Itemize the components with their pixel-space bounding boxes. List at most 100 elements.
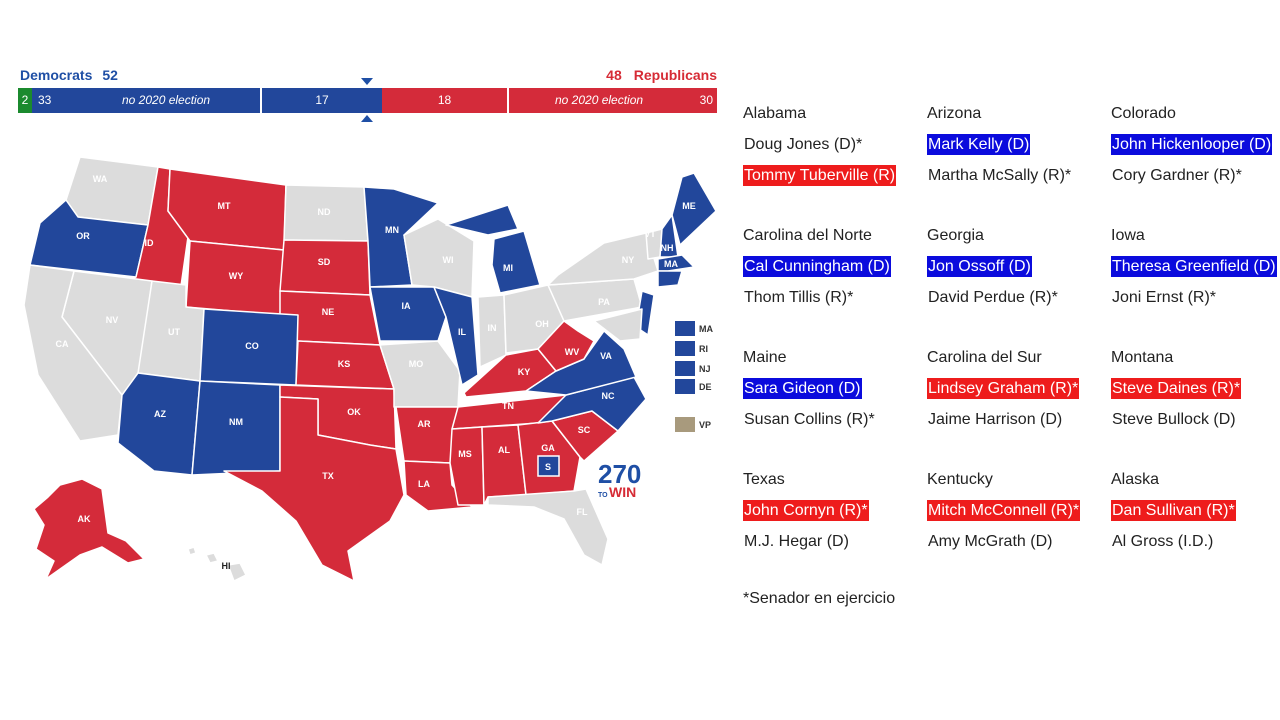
candidate-name: Doug Jones (D)*	[744, 136, 863, 153]
state-label-ca: CA	[56, 339, 69, 349]
state-nc[interactable]	[537, 376, 647, 432]
state-hi[interactable]	[187, 546, 247, 582]
race-candidate-1: Dan Sullivan (R)*	[1111, 497, 1280, 528]
race-alabama: Alabama Doug Jones (D)* Tommy Tuberville (…	[743, 100, 923, 193]
incumbent-footnote: *Senador en ejercicio	[743, 590, 896, 607]
state-label-wv: WV	[565, 347, 580, 357]
state-il[interactable]	[433, 286, 479, 386]
state-label-al: AL	[498, 445, 510, 455]
race-carolina-del-sur: Carolina del Sur Lindsey Graham (R)* Jaime…	[927, 344, 1107, 437]
race-candidate-2: Thom Tillis (R)*	[743, 284, 923, 315]
race-carolina-del-norte: Carolina del Norte Cal Cunningham (D) Thom…	[743, 222, 923, 315]
state-label-ms: MS	[458, 449, 472, 459]
race-state-name: Iowa	[1111, 227, 1145, 244]
candidate-name: Mitch McConnell (R)*	[927, 500, 1081, 521]
state-az[interactable]	[117, 372, 201, 476]
state-label-s: S	[545, 462, 551, 472]
state-label-ar: AR	[418, 419, 431, 429]
state-ak[interactable]	[33, 478, 145, 580]
race-candidate-1: Jon Ossoff (D)	[927, 253, 1107, 284]
state-wi[interactable]	[403, 218, 475, 298]
race-state-name: Carolina del Norte	[743, 227, 872, 244]
state-label-ks: KS	[338, 359, 351, 369]
state-label-sd: SD	[318, 257, 331, 267]
race-state-name: Kentucky	[927, 471, 993, 488]
race-candidate-2: Amy McGrath (D)	[927, 528, 1107, 559]
state-label-sc: SC	[578, 425, 591, 435]
state-nm[interactable]	[191, 380, 281, 476]
state-label-il: IL	[458, 327, 467, 337]
race-candidate-2: Jaime Harrison (D)	[927, 406, 1107, 437]
state-fl[interactable]	[487, 488, 609, 566]
ga-special-election-marker[interactable]	[537, 455, 560, 477]
race-state-name: Arizona	[927, 105, 982, 122]
race-state-name: Montana	[1111, 349, 1174, 366]
race-candidate-1: Sara Gideon (D)	[743, 375, 923, 406]
candidate-name: Martha McSally (R)*	[928, 167, 1072, 184]
legend-nj: NJ	[699, 364, 711, 374]
state-ny[interactable]	[547, 232, 659, 286]
candidate-name: Jon Ossoff (D)	[927, 256, 1032, 277]
race-state-name: Colorado	[1111, 105, 1176, 122]
state-label-fl: FL	[577, 507, 588, 517]
state-ct-ri[interactable]	[657, 270, 683, 288]
state-label-nc: NC	[602, 391, 615, 401]
small-states-legend: MA RI NJ DE VP	[675, 321, 713, 432]
state-label-mn: MN	[385, 225, 399, 235]
independent-count: 2	[21, 93, 29, 107]
race-state-name: Alaska	[1111, 471, 1160, 488]
candidate-name: Cal Cunningham (D)	[743, 256, 891, 277]
race-candidate-1: Mitch McConnell (R)*	[927, 497, 1107, 528]
bar-segment-independent: 2	[18, 88, 32, 113]
legend-vp: VP	[699, 420, 711, 430]
race-state-name: Carolina del Sur	[927, 349, 1042, 366]
democrats-header: Democrats 52	[20, 67, 118, 83]
state-label-tn: TN	[502, 401, 514, 411]
race-candidate-1: John Cornyn (R)*	[743, 497, 923, 528]
state-label-mo: MO	[409, 359, 424, 369]
legend-ri: RI	[699, 344, 708, 354]
state-label-tx: TX	[322, 471, 334, 481]
race-colorado: Colorado John Hickenlooper (D) Cory Gardne…	[1111, 100, 1280, 193]
state-label-id: ID	[145, 238, 155, 248]
dem-no-election-count: 33	[38, 93, 52, 107]
race-candidate-2: Joni Ernst (R)*	[1111, 284, 1280, 315]
rep-no-election-text: no 2020 election	[555, 93, 644, 107]
legend-de: DE	[699, 382, 712, 392]
state-label-vt: VT	[644, 229, 656, 239]
state-ma[interactable]	[657, 254, 695, 272]
candidate-name: Sara Gideon (D)	[743, 378, 862, 399]
candidate-name: Theresa Greenfield (D)	[1111, 256, 1277, 277]
state-me[interactable]	[671, 172, 717, 246]
state-tx[interactable]	[223, 396, 405, 582]
race-candidate-2: Tommy Tuberville (R)	[743, 162, 923, 193]
state-label-mi: MI	[503, 263, 513, 273]
republicans-label: Republicans	[633, 67, 717, 83]
bar-segment-dem-contested: 17	[262, 88, 382, 113]
state-ms[interactable]	[449, 426, 485, 506]
majority-marker-top-icon	[361, 78, 373, 85]
race-montana: Montana Steve Daines (R)* Steve Bullock (D…	[1111, 344, 1280, 437]
state-sd[interactable]	[279, 239, 371, 296]
candidate-name: Thom Tillis (R)*	[744, 289, 854, 306]
candidate-name: John Cornyn (R)*	[743, 500, 869, 521]
state-mi[interactable]	[445, 204, 541, 294]
candidate-name: Al Gross (I.D.)	[1112, 533, 1214, 550]
democrats-total: 52	[102, 67, 118, 83]
state-md-de[interactable]	[593, 308, 643, 342]
state-label-az: AZ	[154, 409, 166, 419]
race-candidate-1: John Hickenlooper (D)	[1111, 131, 1280, 162]
democrats-label: Democrats	[20, 67, 93, 83]
state-wa[interactable]	[65, 156, 159, 226]
state-label-mt: MT	[218, 201, 231, 211]
race-state-name: Alabama	[743, 105, 807, 122]
state-label-hi: HI	[222, 561, 231, 571]
state-ia[interactable]	[369, 286, 447, 342]
270towin-logo: 270 TO WIN	[598, 459, 641, 500]
state-ar[interactable]	[395, 406, 459, 464]
candidate-name: Tommy Tuberville (R)	[743, 165, 897, 186]
race-candidate-1: Theresa Greenfield (D)	[1111, 253, 1280, 284]
race-candidate-1: Mark Kelly (D)	[927, 131, 1107, 162]
candidate-name: Lindsey Graham (R)*	[927, 378, 1080, 399]
candidate-name: Dan Sullivan (R)*	[1111, 500, 1236, 521]
